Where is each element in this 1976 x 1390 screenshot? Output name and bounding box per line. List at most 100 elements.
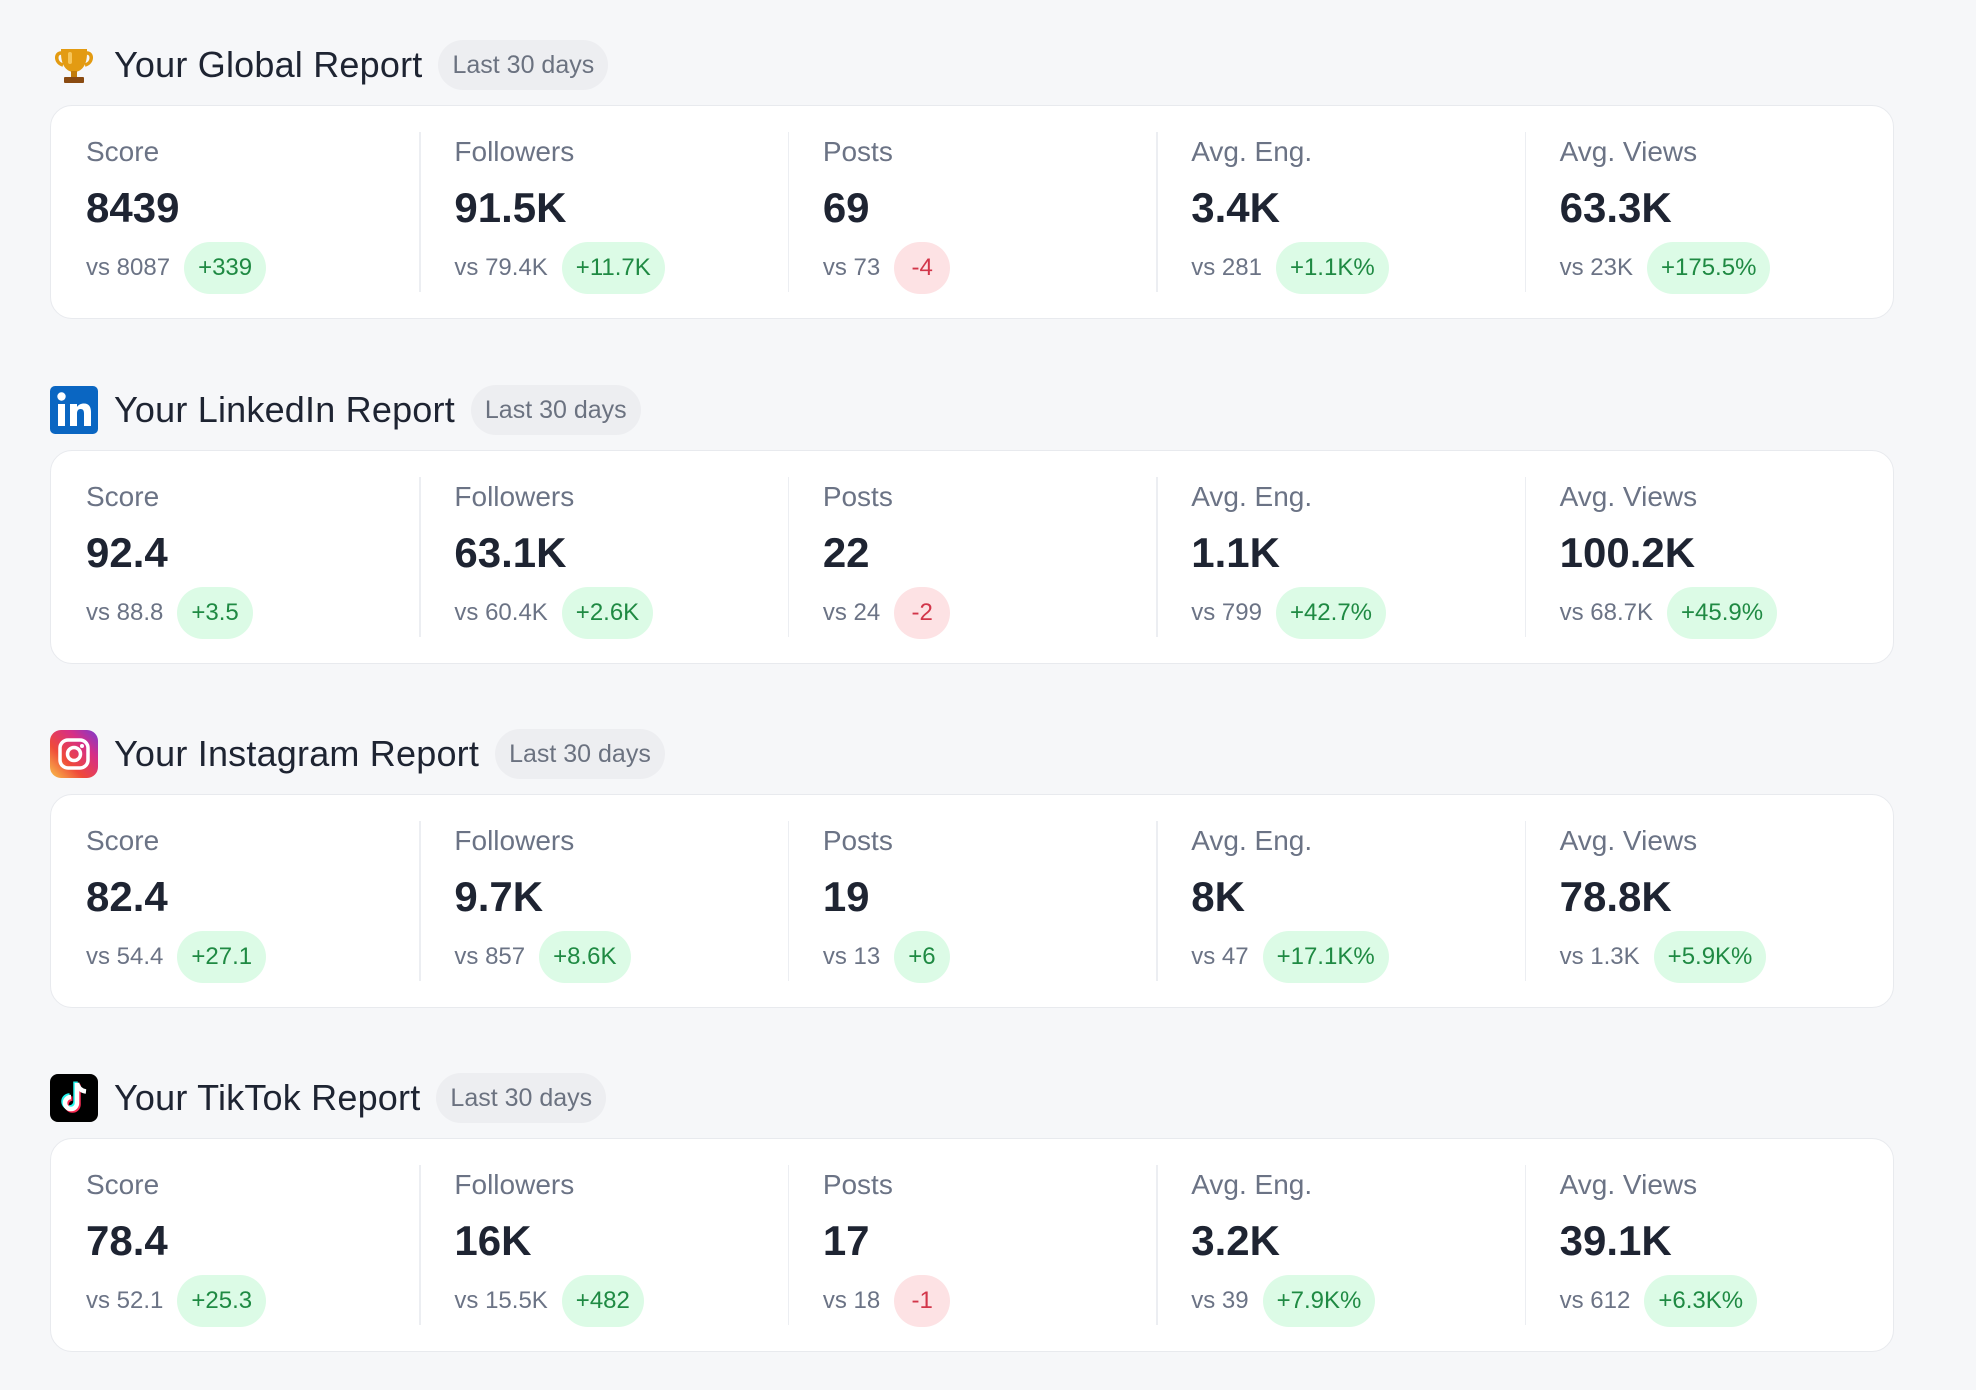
metric-value: 92.4 [86,529,168,576]
delta-badge-positive: +482 [561,1275,644,1327]
metric-value: 78.8K [1559,873,1672,920]
metric-label: Avg. Eng. [1191,481,1313,512]
metric-followers: Followers 16K vs 15.5K +482 [419,1139,787,1351]
metric-comparison: vs 612 +6.3K% [1560,1275,1893,1327]
previous-value: vs 60.4K [454,599,548,626]
delta-badge-positive: +17.1K% [1262,931,1389,983]
delta-badge-positive: +45.9% [1667,587,1778,639]
metric-comparison: vs 68.7K +45.9% [1560,587,1893,639]
previous-value: vs 68.7K [1559,599,1654,626]
metric-comparison: vs 52.1 +25.3 [86,1275,419,1327]
delta-badge-positive: +1.1K% [1275,242,1389,294]
delta-badge-positive: +175.5% [1647,242,1771,294]
previous-value: vs 799 [1191,599,1262,626]
metric-followers: Followers 63.1K vs 60.4K +2.6K [419,451,787,663]
metric-comparison: vs 13 +6 [823,931,1156,983]
metric-avg-eng: Avg. Eng. 3.4K vs 281 +1.1K% [1156,106,1524,318]
report-header: Your Global Report Last 30 days [50,35,1894,95]
metric-label: Followers [454,1169,575,1200]
metric-value: 69 [822,184,870,231]
metric-score: Score 78.4 vs 52.1 +25.3 [51,1139,419,1351]
metric-value: 8K [1191,873,1245,920]
metric-avg-views: Avg. Views 39.1K vs 612 +6.3K% [1524,1139,1893,1351]
period-badge: Last 30 days [495,729,665,779]
metric-value: 17 [822,1217,870,1264]
previous-value: vs 18 [822,1287,881,1314]
metric-value: 63.3K [1559,184,1672,231]
metric-label: Posts [822,136,893,167]
metric-comparison: vs 54.4 +27.1 [86,931,419,983]
metrics-card: Score 92.4 vs 88.8 +3.5 Followers 63.1K vs 60.… [50,450,1894,664]
delta-badge-positive: +11.7K [561,242,665,294]
previous-value: vs 8087 [86,254,171,281]
period-badge: Last 30 days [438,40,609,90]
instagram-icon [50,730,98,778]
previous-value: vs 13 [822,943,881,970]
previous-value: vs 54.4 [86,943,164,970]
period-badge: Last 30 days [470,385,641,435]
metric-comparison: vs 18 -1 [823,1275,1156,1327]
delta-badge-positive: +27.1 [177,931,267,983]
previous-value: vs 47 [1191,943,1249,970]
metric-comparison: vs 857 +8.6K [454,931,787,983]
metric-comparison: vs 799 +42.7% [1191,587,1524,639]
metric-value: 22 [822,529,870,576]
linkedin-icon [50,386,98,434]
metric-value: 91.5K [454,184,567,231]
metric-value: 82.4 [86,873,168,920]
metric-comparison: vs 24 -2 [823,587,1156,639]
delta-badge-positive: +7.9K% [1262,1275,1376,1327]
metric-label: Score [86,481,160,512]
previous-value: vs 88.8 [86,599,164,626]
metric-comparison: vs 79.4K +11.7K [454,242,787,294]
delta-badge-negative: -2 [894,587,951,639]
metric-label: Followers [454,481,575,512]
metric-avg-views: Avg. Views 78.8K vs 1.3K +5.9K% [1524,795,1893,1007]
metric-score: Score 8439 vs 8087 +339 [51,106,419,318]
metric-posts: Posts 22 vs 24 -2 [787,451,1156,663]
metric-comparison: vs 88.8 +3.5 [86,587,419,639]
previous-value: vs 39 [1191,1287,1249,1314]
metric-comparison: vs 60.4K +2.6K [454,587,787,639]
metric-label: Avg. Eng. [1191,136,1313,167]
report-title: Your LinkedIn Report [114,389,455,430]
metric-label: Avg. Views [1559,1169,1698,1200]
delta-badge-negative: -4 [894,242,951,294]
previous-value: vs 24 [822,599,881,626]
delta-badge-positive: +2.6K [561,587,654,639]
delta-badge-positive: +8.6K [539,931,631,983]
report-title: Your TikTok Report [114,1077,421,1118]
metric-label: Posts [822,1169,893,1200]
metric-comparison: vs 47 +17.1K% [1191,931,1524,983]
trophy-icon [50,41,98,89]
previous-value: vs 52.1 [86,1287,164,1314]
metric-followers: Followers 9.7K vs 857 +8.6K [419,795,787,1007]
period-badge: Last 30 days [436,1073,607,1123]
metric-label: Avg. Eng. [1191,1169,1313,1200]
delta-badge-positive: +3.5 [177,587,253,639]
report-header: Your Instagram Report Last 30 days [50,724,1894,784]
metric-value: 100.2K [1559,529,1696,576]
delta-badge-positive: +339 [184,242,267,294]
metric-value: 9.7K [454,873,544,920]
metric-avg-views: Avg. Views 100.2K vs 68.7K +45.9% [1524,451,1893,663]
metric-value: 8439 [86,184,180,231]
delta-badge-positive: +6 [894,931,950,983]
previous-value: vs 281 [1191,254,1262,281]
metric-avg-eng: Avg. Eng. 8K vs 47 +17.1K% [1156,795,1524,1007]
metric-score: Score 92.4 vs 88.8 +3.5 [51,451,419,663]
report-title: Your Instagram Report [114,733,480,774]
previous-value: vs 73 [822,254,881,281]
delta-badge-negative: -1 [894,1275,951,1327]
metric-comparison: vs 15.5K +482 [454,1275,787,1327]
delta-badge-positive: +6.3K% [1644,1275,1758,1327]
metric-label: Avg. Eng. [1191,825,1313,856]
tiktok-icon [50,1074,98,1122]
metric-comparison: vs 1.3K +5.9K% [1560,931,1893,983]
previous-value: vs 23K [1559,254,1633,281]
metric-value: 39.1K [1559,1217,1672,1264]
metric-label: Score [86,136,160,167]
metric-avg-eng: Avg. Eng. 1.1K vs 799 +42.7% [1156,451,1524,663]
metric-comparison: vs 23K +175.5% [1560,242,1893,294]
